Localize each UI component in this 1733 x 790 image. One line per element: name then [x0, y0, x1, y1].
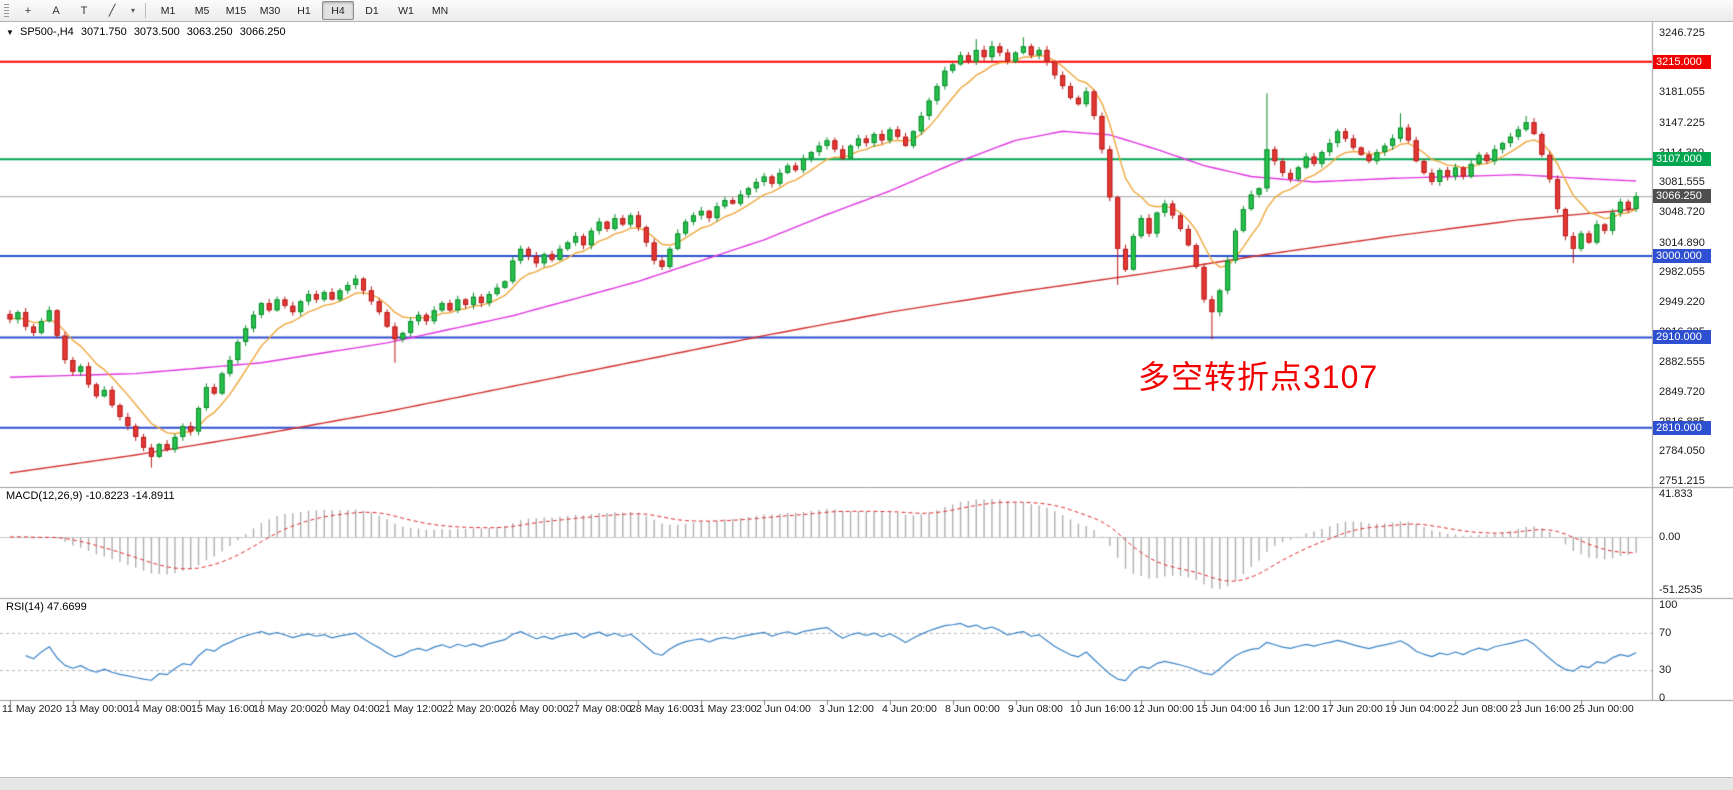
price-axis-tick: 3014.890 — [1659, 237, 1705, 249]
toolbar-separator — [145, 3, 146, 18]
dropdown-caret-icon[interactable]: ▾ — [130, 6, 135, 15]
price-line-badge: 2810.000 — [1653, 421, 1711, 435]
symbol-timeframe-label: SP500-,H4 — [19, 26, 74, 38]
time-axis-label: 9 Jun 08:00 — [1008, 703, 1063, 715]
price-axis-tick: 2849.720 — [1659, 386, 1705, 398]
time-axis-label: 21 May 12:00 — [379, 703, 443, 715]
line-drawing-icon[interactable]: ╱ — [108, 5, 116, 17]
timeframe-m30-button[interactable]: M30 — [259, 4, 281, 17]
macd-axis-label: 0.00 — [1659, 531, 1681, 543]
time-axis-label: 16 Jun 12:00 — [1259, 703, 1320, 715]
time-axis-label: 11 May 2020 — [2, 703, 62, 715]
time-axis-label: 17 Jun 20:00 — [1322, 703, 1383, 715]
annotation-text[interactable]: 多空转折点3107 — [1138, 359, 1379, 395]
time-axis-label: 8 Jun 00:00 — [945, 703, 1000, 715]
crosshair-icon[interactable]: + — [24, 4, 32, 17]
price-axis-tick: 2982.055 — [1659, 266, 1705, 278]
time-axis-label: 28 May 16:00 — [630, 703, 694, 715]
symbol-dropdown-icon[interactable]: ▼ — [6, 28, 14, 37]
time-axis-label: 22 May 20:00 — [442, 703, 506, 715]
time-axis-label: 2 Jun 04:00 — [756, 703, 811, 715]
price-axis-tick: 2882.555 — [1659, 356, 1705, 368]
time-axis-label: 4 Jun 20:00 — [882, 703, 937, 715]
timeframe-buttons-group: M1 M5 M15 M30 H1 H4 D1 W1 MN — [151, 1, 457, 20]
price-axis-tick: 2949.220 — [1659, 296, 1705, 308]
price-axis-tick: 3081.555 — [1659, 176, 1705, 188]
time-axis-label: 23 Jun 16:00 — [1510, 703, 1571, 715]
time-axis-label: 19 Jun 04:00 — [1385, 703, 1446, 715]
rsi-axis-label: 30 — [1659, 664, 1672, 676]
time-axis-label: 26 May 00:00 — [505, 703, 569, 715]
price-line-badge: 3066.250 — [1653, 189, 1711, 203]
timeframe-h4-button[interactable]: H4 — [322, 1, 354, 20]
timeframe-m15-button[interactable]: M15 — [225, 4, 247, 17]
price-line-badge: 3000.000 — [1653, 249, 1711, 263]
timeframe-m5-button[interactable]: M5 — [194, 4, 210, 17]
time-axis-label: 31 May 23:00 — [693, 703, 757, 715]
timeframe-h1-button[interactable]: H1 — [297, 4, 311, 17]
toolbar-grip-icon[interactable] — [4, 3, 9, 18]
toolbar: + A T ╱ ▾ M1 M5 M15 M30 H1 H4 D1 W1 MN — [0, 0, 1733, 22]
window-bottom-strip — [0, 777, 1733, 790]
time-axis-label: 15 May 16:00 — [191, 703, 255, 715]
macd-axis-label: -51.2535 — [1659, 584, 1703, 596]
chart-header: ▼ SP500-,H4 3071.750 3073.500 3063.250 3… — [6, 26, 290, 38]
price-line-badge: 3107.000 — [1653, 152, 1711, 166]
macd-label: MACD(12,26,9) -10.8223 -14.8911 — [6, 490, 175, 502]
time-axis-label: 25 Jun 00:00 — [1573, 703, 1634, 715]
time-axis-label: 22 Jun 08:00 — [1447, 703, 1508, 715]
ohlc-low: 3063.250 — [186, 26, 233, 38]
timeframe-mn-button[interactable]: MN — [431, 4, 449, 17]
price-axis-tick: 2751.215 — [1659, 475, 1705, 487]
rsi-axis-label: 70 — [1659, 627, 1672, 639]
price-axis-tick: 3147.225 — [1659, 117, 1705, 129]
rsi-axis-label: 100 — [1659, 599, 1678, 611]
time-axis-label: 12 Jun 00:00 — [1133, 703, 1194, 715]
ohlc-close: 3066.250 — [239, 26, 286, 38]
text-label-icon[interactable]: A — [52, 4, 60, 17]
time-axis-label: 13 May 00:00 — [65, 703, 129, 715]
time-axis-label: 14 May 08:00 — [128, 703, 192, 715]
time-axis-label: 18 May 20:00 — [253, 703, 317, 715]
price-axis-tick: 3048.720 — [1659, 206, 1705, 218]
time-axis-label: 20 May 04:00 — [316, 703, 380, 715]
price-axis-tick: 3181.055 — [1659, 86, 1705, 98]
rsi-axis-label: 0 — [1659, 692, 1666, 704]
ohlc-high: 3073.500 — [133, 26, 180, 38]
time-axis-label: 15 Jun 04:00 — [1196, 703, 1257, 715]
timeframe-m1-button[interactable]: M1 — [160, 4, 176, 17]
ohlc-open: 3071.750 — [80, 26, 127, 38]
drawing-tools-group: + A T ╱ ▾ — [14, 1, 140, 20]
time-axis-label: 10 Jun 16:00 — [1070, 703, 1131, 715]
text-icon[interactable]: T — [80, 4, 88, 17]
price-axis-tick: 2784.050 — [1659, 445, 1705, 457]
macd-axis-label: 41.833 — [1659, 488, 1693, 500]
price-axis-tick: 3246.725 — [1659, 27, 1705, 39]
price-line-badge: 2910.000 — [1653, 330, 1711, 344]
timeframe-w1-button[interactable]: W1 — [398, 4, 414, 17]
time-axis-label: 3 Jun 12:00 — [819, 703, 874, 715]
time-axis-label: 27 May 08:00 — [568, 703, 632, 715]
timeframe-d1-button[interactable]: D1 — [365, 4, 379, 17]
price-line-badge: 3215.000 — [1653, 55, 1711, 69]
rsi-label: RSI(14) 47.6699 — [6, 601, 87, 613]
